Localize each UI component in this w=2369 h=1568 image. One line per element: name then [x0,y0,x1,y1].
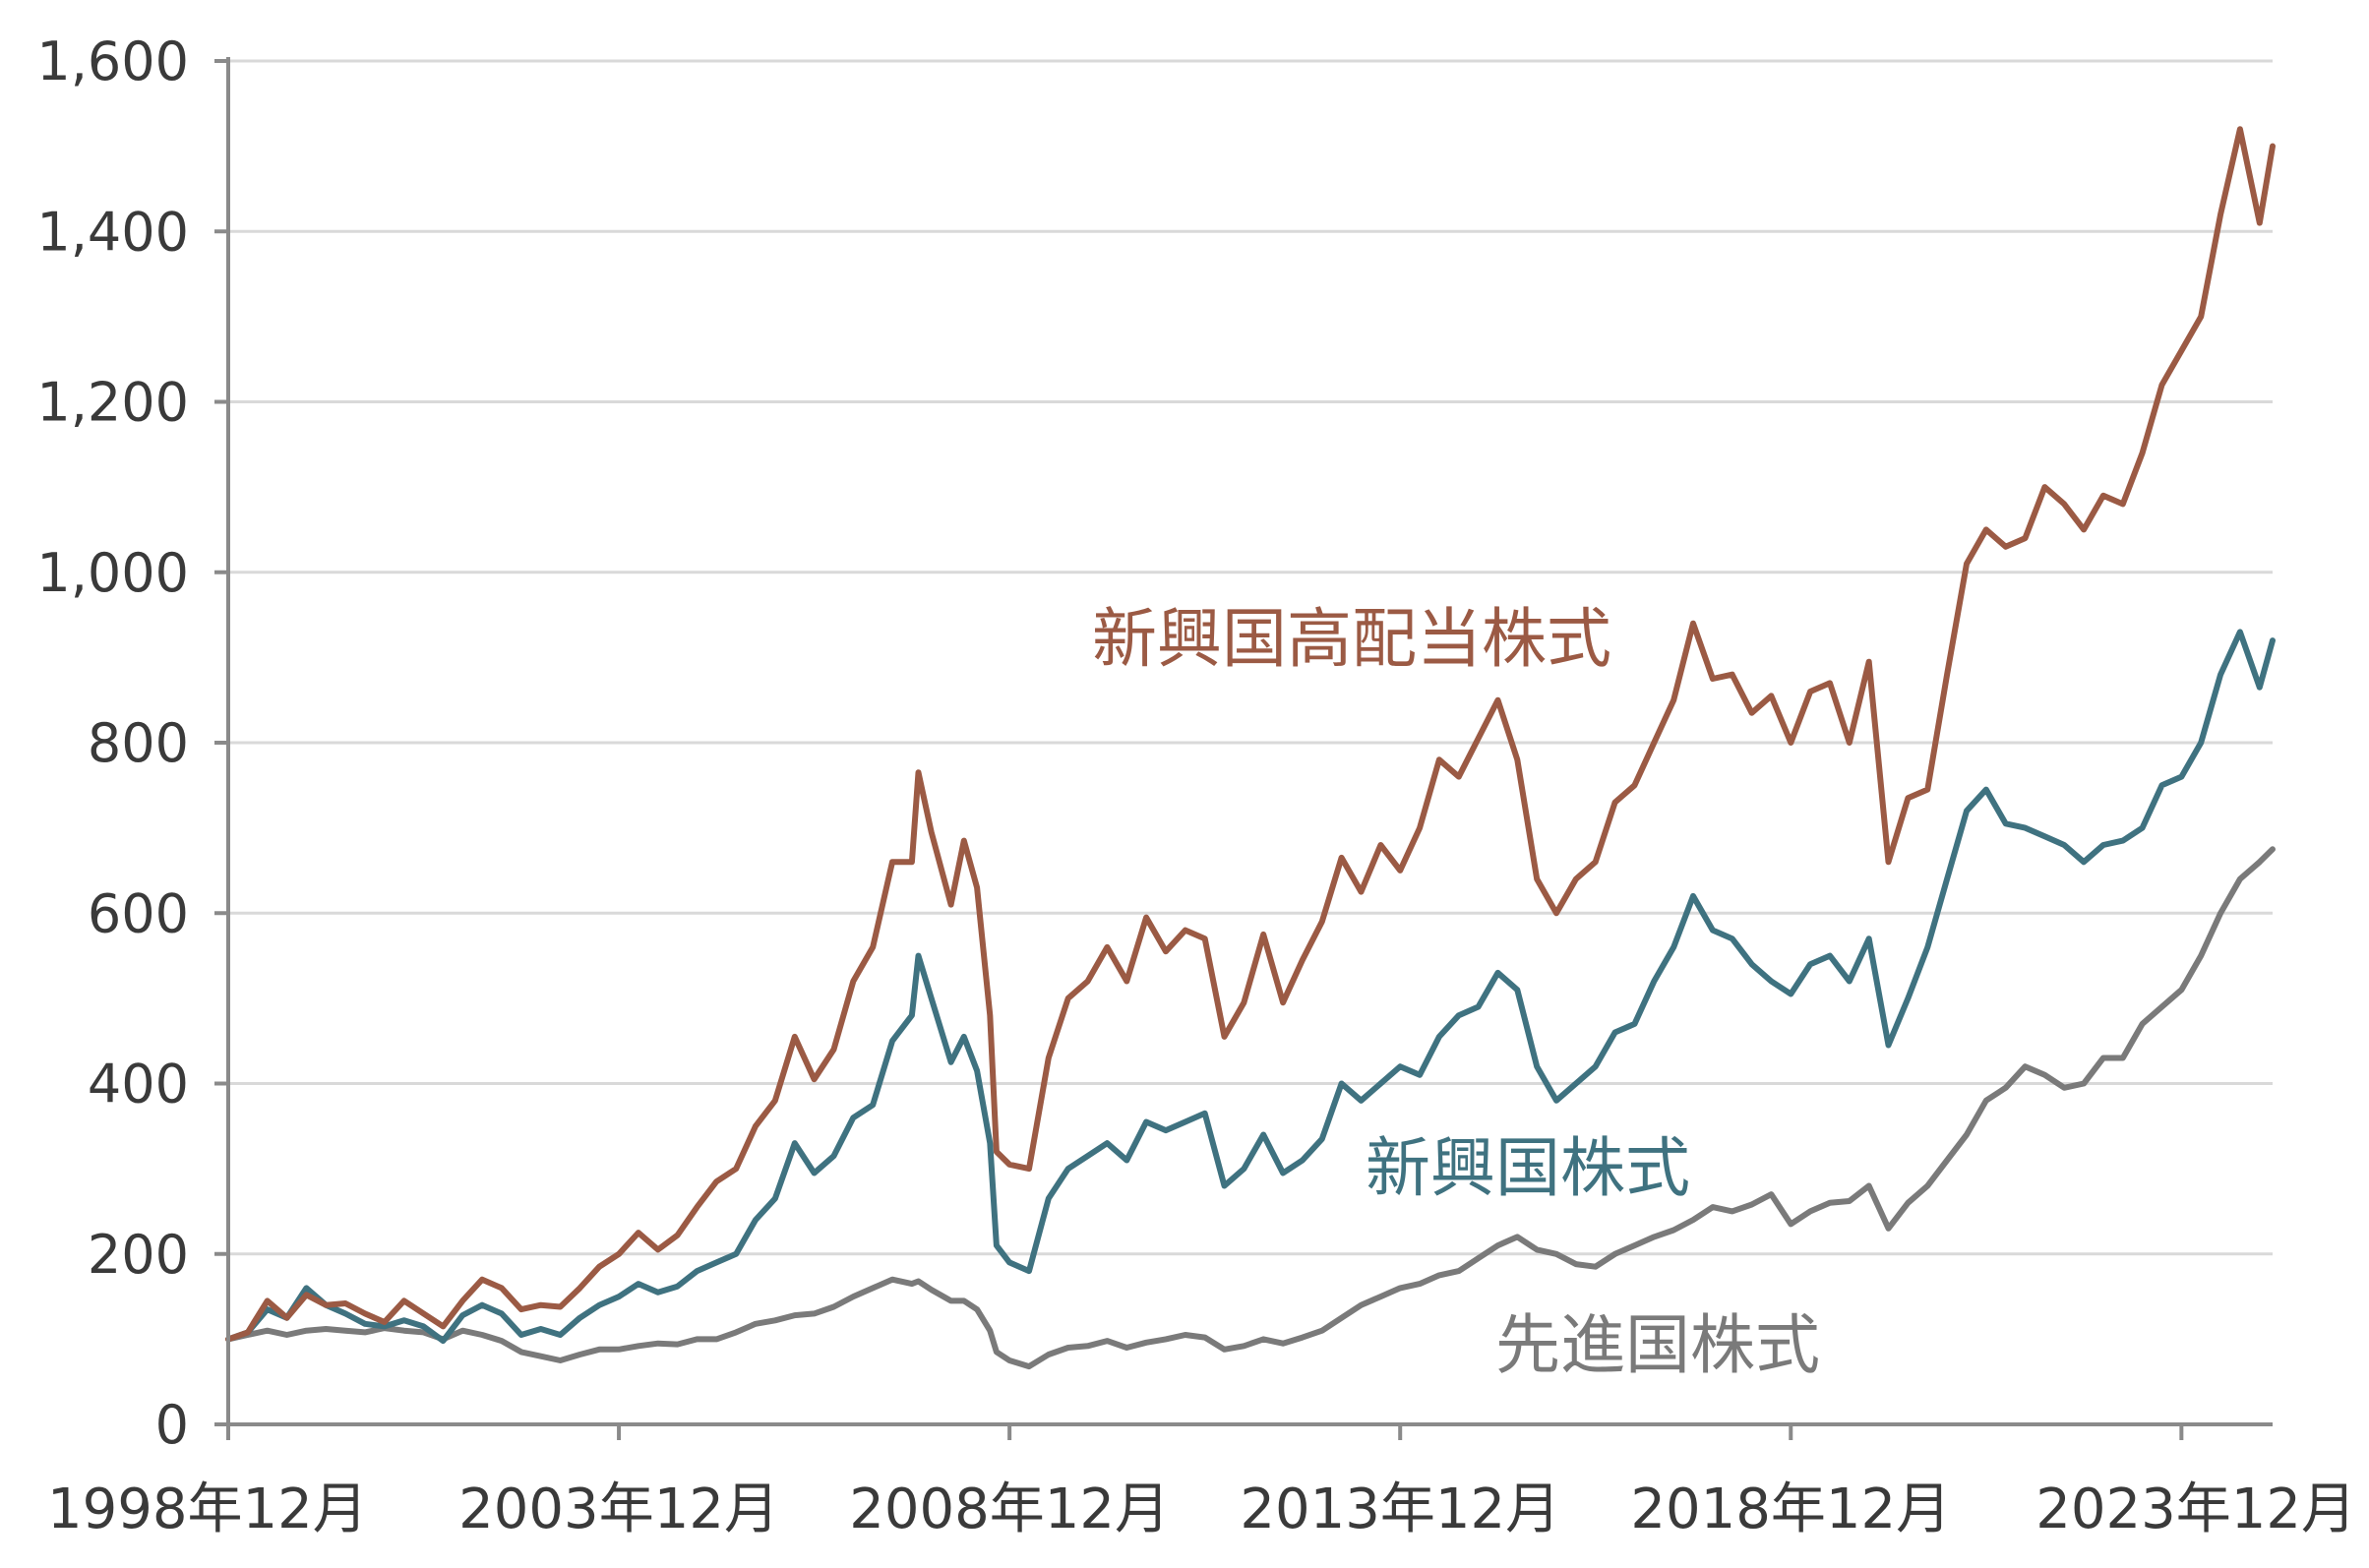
x-tick-label: 2023年12月 [2035,1478,2356,1541]
y-tick-label: 1,000 [36,542,189,604]
series-label-0: 新興国高配当株式 [1092,601,1611,677]
y-tick-label: 600 [88,882,189,944]
y-tick-label: 1,600 [36,30,189,92]
x-axis-tick-labels: 1998年12月 2003年12月 2008年12月 2013年12月 2018年12月… [47,1478,2356,1541]
y-tick-label: 1,400 [36,201,189,263]
series-label-1: 新興国株式 [1366,1130,1690,1206]
series-line-0 [225,126,2276,1343]
x-tick-label: 2013年12月 [1240,1478,1560,1541]
x-tick-label: 1998年12月 [47,1478,368,1541]
x-tick-label: 2003年12月 [458,1478,779,1541]
series-line-2 [225,846,2276,1370]
y-tick-label: 200 [88,1224,189,1286]
gridlines [228,59,2273,1256]
y-tick-label: 0 [155,1394,189,1456]
y-tick-label: 800 [88,712,189,774]
y-tick-label: 1,200 [36,372,189,434]
series-lines [225,126,2276,1370]
x-tick-label: 2018年12月 [1630,1478,1951,1541]
y-axis-tick-labels: 0 200 400 600 800 1,000 1,200 1,400 1,600 [36,30,189,1456]
axes [214,57,2273,1440]
x-tick-label: 2008年12月 [849,1478,1170,1541]
series-label-2: 先進国株式 [1495,1307,1820,1383]
y-tick-label: 400 [88,1054,189,1116]
series-line-1 [225,629,2276,1345]
